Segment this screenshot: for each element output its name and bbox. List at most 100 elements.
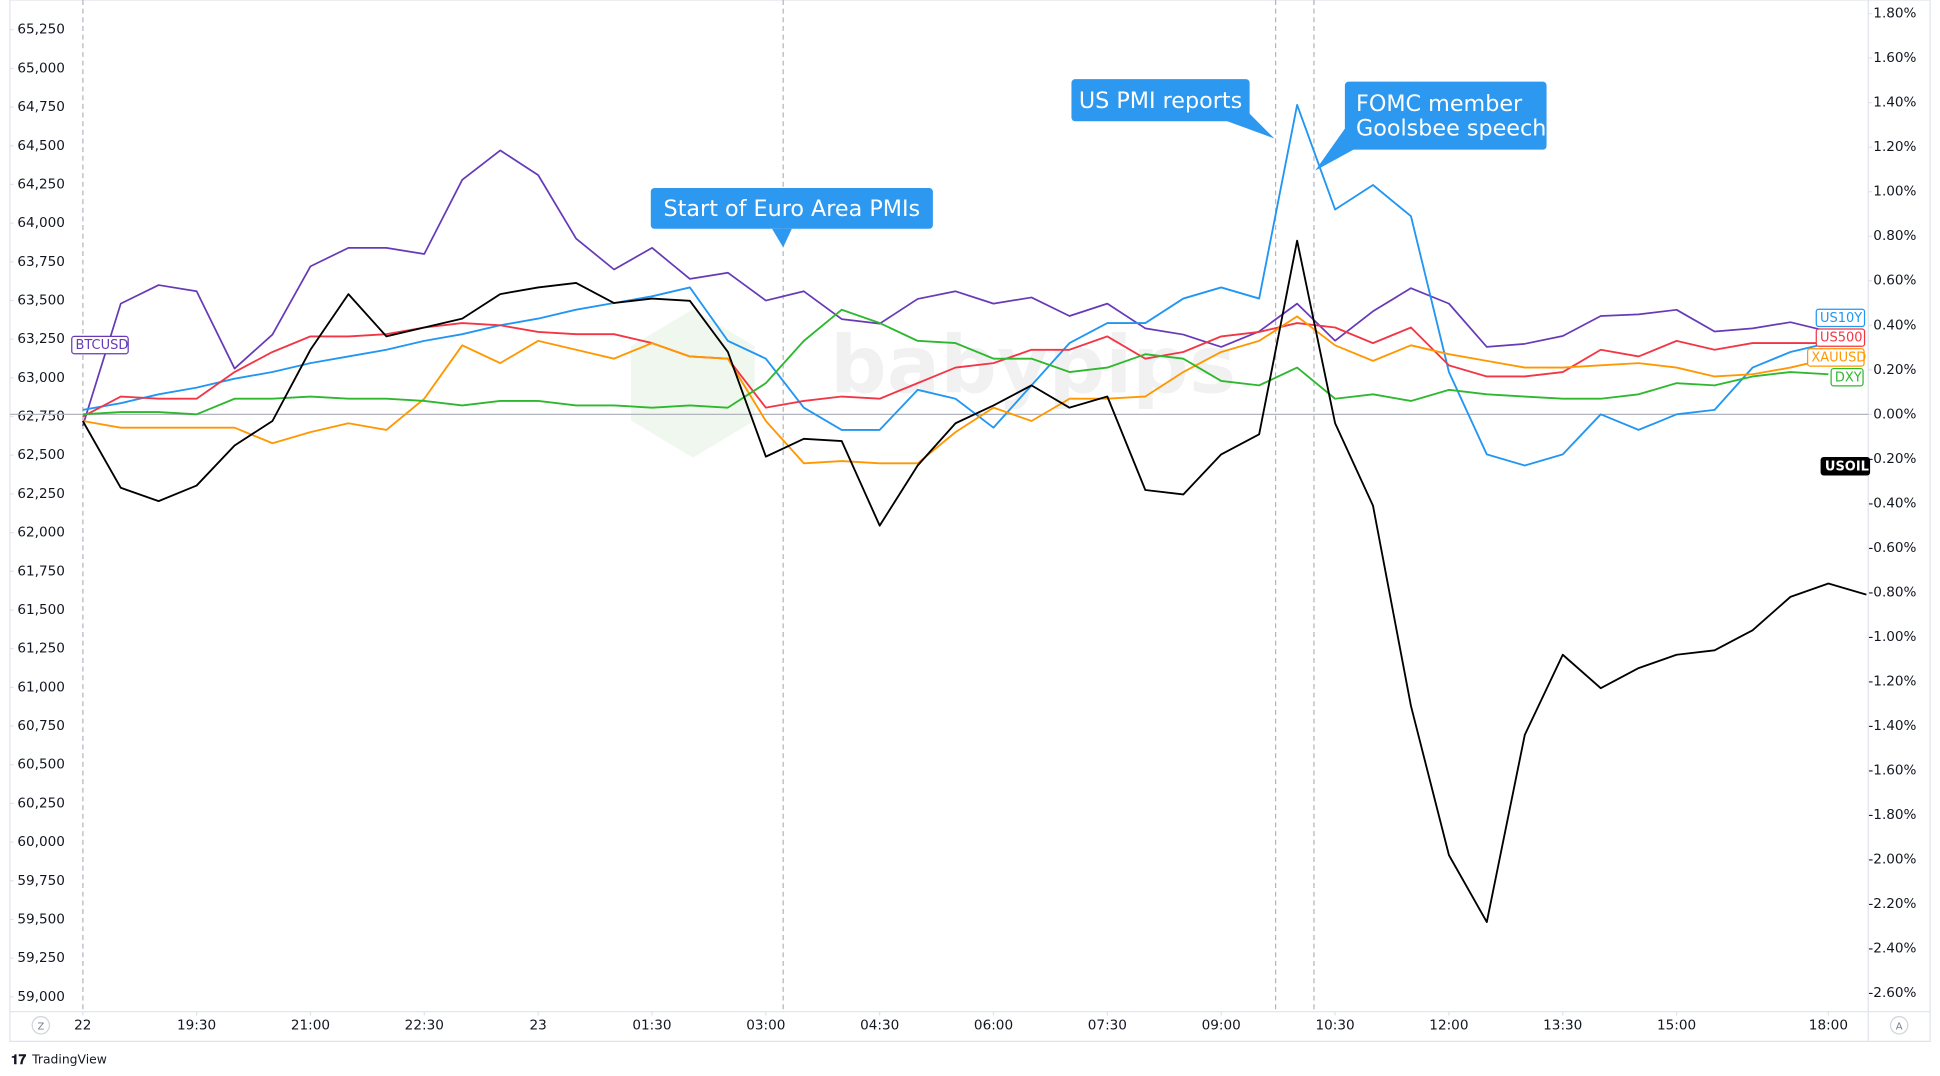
y2-tick-label: 0.40% bbox=[1873, 317, 1916, 333]
y-tick-label: 64,750 bbox=[17, 99, 65, 115]
series-line bbox=[82, 322, 1829, 418]
y2-tick-label: 0.00% bbox=[1873, 406, 1916, 422]
annotation-text: Goolsbee speech bbox=[1356, 116, 1546, 142]
y-tick-label: 60,250 bbox=[17, 795, 65, 811]
y-tick-label: 59,000 bbox=[17, 989, 65, 1005]
y2-tick-label: -1.40% bbox=[1868, 718, 1916, 734]
series-line bbox=[81, 239, 1867, 923]
y2-tick-label: -0.20% bbox=[1868, 451, 1916, 467]
y2-tick-label: 1.80% bbox=[1873, 6, 1916, 22]
x-tick-label: 01:30 bbox=[632, 1017, 671, 1033]
y2-tick-label: -0.60% bbox=[1868, 540, 1916, 556]
series-tag-label: US500 bbox=[1820, 331, 1862, 346]
annotation-box bbox=[1344, 81, 1547, 150]
button[interactable] bbox=[1889, 1016, 1909, 1035]
y-tick-label: 62,750 bbox=[17, 409, 65, 425]
button-label[interactable]: A bbox=[1896, 1022, 1903, 1033]
y2-tick-label: -0.80% bbox=[1868, 584, 1916, 600]
x-tick-label: 18:00 bbox=[1809, 1017, 1848, 1033]
annotation-box bbox=[1071, 79, 1250, 122]
x-tick-label: 04:30 bbox=[860, 1017, 899, 1033]
series-line bbox=[82, 103, 1829, 467]
x-tick-label: 13:30 bbox=[1543, 1017, 1582, 1033]
y2-tick-label: 1.40% bbox=[1873, 95, 1916, 111]
y2-tick-label: -1.80% bbox=[1868, 807, 1916, 823]
y-tick-label: 64,000 bbox=[17, 215, 65, 231]
series-tag-label: US10Y bbox=[1820, 311, 1862, 326]
y-tick-label: 63,500 bbox=[17, 293, 65, 309]
series-line bbox=[81, 149, 1829, 427]
y2-tick-label: 1.20% bbox=[1873, 139, 1916, 155]
series-tag-label: BTCUSD bbox=[75, 338, 128, 353]
y2-tick-label: -2.40% bbox=[1868, 941, 1916, 957]
series-line bbox=[82, 308, 1829, 416]
y2-tick-label: -1.00% bbox=[1868, 629, 1916, 645]
y-tick-label: 63,750 bbox=[17, 254, 65, 270]
y-tick-label: 61,500 bbox=[17, 602, 65, 618]
y-tick-label: 61,000 bbox=[17, 679, 65, 695]
button[interactable] bbox=[31, 1016, 51, 1035]
y2-tick-label: 1.00% bbox=[1873, 184, 1916, 200]
y-tick-label: 59,500 bbox=[17, 911, 65, 927]
x-tick-label: 06:00 bbox=[974, 1017, 1013, 1033]
series-tag-label: XAUUSD bbox=[1811, 351, 1866, 366]
y2-tick-label: 0.60% bbox=[1873, 273, 1916, 289]
series-tag bbox=[1815, 328, 1866, 347]
y-tick-label: 62,250 bbox=[17, 486, 65, 502]
series-tag-label: DXY bbox=[1835, 370, 1862, 385]
x-tick-label: 22:30 bbox=[405, 1017, 444, 1033]
x-tick-label: 03:00 bbox=[746, 1017, 785, 1033]
y-tick-label: 61,250 bbox=[17, 641, 65, 657]
y2-tick-label: 0.20% bbox=[1873, 362, 1916, 378]
y-tick-label: 59,750 bbox=[17, 873, 65, 889]
y-tick-label: 65,000 bbox=[17, 60, 65, 76]
x-tick-label: 21:00 bbox=[291, 1017, 330, 1033]
series-tag-label: USOIL bbox=[1825, 459, 1869, 474]
y2-tick-label: 0.80% bbox=[1873, 228, 1916, 244]
chart-frame bbox=[9, 0, 1931, 1042]
series-line bbox=[82, 315, 1829, 465]
x-tick-label: 22 bbox=[74, 1017, 91, 1033]
annotation-pointer bbox=[1315, 128, 1354, 171]
x-tick-label: 07:30 bbox=[1088, 1017, 1127, 1033]
x-tick-label: 23 bbox=[529, 1017, 546, 1033]
annotation-pointer bbox=[772, 228, 792, 248]
y-tick-label: 64,250 bbox=[17, 176, 65, 192]
y2-tick-label: 1.60% bbox=[1873, 50, 1916, 66]
y-tick-label: 61,750 bbox=[17, 563, 65, 579]
y-tick-label: 59,250 bbox=[17, 950, 65, 966]
series-tag bbox=[1830, 367, 1864, 387]
brand: TradingView bbox=[31, 1052, 107, 1066]
x-tick-label: 10:30 bbox=[1315, 1017, 1354, 1033]
watermark: babypips bbox=[830, 320, 1236, 412]
annotation-box bbox=[650, 187, 933, 229]
series-tag bbox=[1806, 348, 1865, 367]
series-tag bbox=[1820, 456, 1871, 476]
y-tick-label: 63,000 bbox=[17, 370, 65, 386]
series-tag bbox=[1815, 308, 1866, 328]
y2-tick-label: -1.20% bbox=[1868, 674, 1916, 690]
y-tick-label: 65,250 bbox=[17, 22, 65, 38]
y2-tick-label: -2.60% bbox=[1868, 985, 1916, 1001]
annotation-text: US PMI reports bbox=[1079, 88, 1242, 114]
y-tick-label: 62,500 bbox=[17, 447, 65, 463]
button-label[interactable]: Z bbox=[37, 1022, 44, 1033]
y2-tick-label: -2.00% bbox=[1868, 852, 1916, 868]
annotation-text: FOMC member bbox=[1356, 91, 1523, 117]
brand-logo: 𝟏𝟕 bbox=[11, 1052, 27, 1068]
series-tag bbox=[71, 335, 129, 355]
x-tick-label: 12:00 bbox=[1429, 1017, 1468, 1033]
annotation-pointer bbox=[1227, 111, 1275, 139]
y-tick-label: 62,000 bbox=[17, 525, 65, 541]
y-tick-label: 60,500 bbox=[17, 757, 65, 773]
y-tick-label: 64,500 bbox=[17, 138, 65, 154]
y2-tick-label: -2.20% bbox=[1868, 896, 1916, 912]
y-tick-label: 63,250 bbox=[17, 331, 65, 347]
y2-tick-label: -1.60% bbox=[1868, 763, 1916, 779]
x-tick-label: 09:00 bbox=[1202, 1017, 1241, 1033]
y2-tick-label: -0.40% bbox=[1868, 495, 1916, 511]
y-tick-label: 60,000 bbox=[17, 834, 65, 850]
x-tick-label: 15:00 bbox=[1657, 1017, 1696, 1033]
